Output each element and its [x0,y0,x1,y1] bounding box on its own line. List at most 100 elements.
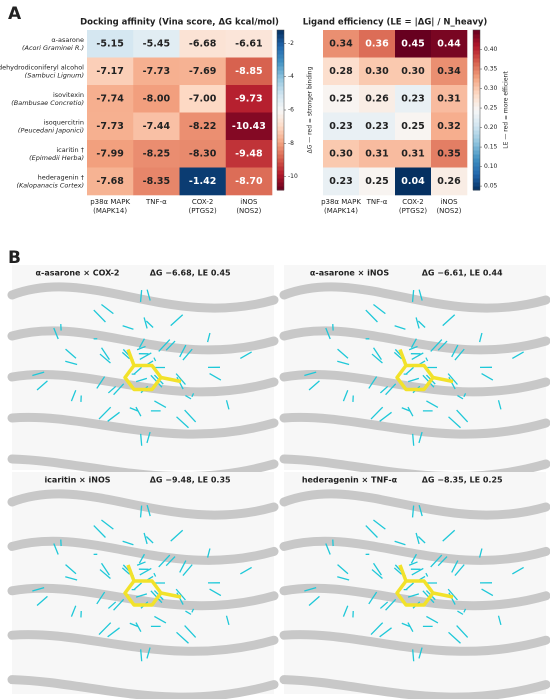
colorbar-tick-label: 0.15 [484,144,498,151]
colorbar-tick-label: 0.25 [484,105,498,112]
colorbar-tick-label: 0.40 [484,46,498,53]
heat-cell [179,167,227,196]
heat-cell [359,167,396,196]
cell-label: 0.25 [401,121,424,132]
colorbar-tick-label: 0.30 [484,85,498,92]
x-tick-label: TNF-α [145,198,167,206]
protein-ribbon [279,536,550,565]
chart-title: Docking affinity (Vina score, ΔG kcal/mo… [80,18,279,28]
cell-label: 0.30 [365,66,389,77]
colorbar-frame [472,29,481,191]
ligand [123,348,182,392]
heat-cell [87,30,134,58]
cell-label: 0.31 [437,93,460,104]
colorbar-segment [473,130,480,135]
cell-label: -1.42 [189,176,216,187]
colorbar-segment [277,30,284,35]
protein-ribbon [7,675,279,699]
colorbar-segment [277,106,284,111]
colorbar-segment [277,46,284,51]
panel-label: A [8,4,22,24]
colorbar-segment [277,158,284,163]
colorbar-segment [277,54,284,59]
protein-ribbon [279,326,550,355]
cell-label: -8.35 [143,176,170,187]
colorbar-segment [473,98,480,103]
cell-label: -7.69 [189,66,216,77]
protein-ribbon [7,369,279,397]
cell-label: 0.36 [365,38,389,49]
heat-cell [133,167,180,196]
cell-label: -8.22 [189,121,216,132]
colorbar-tick-label: -4 [288,73,294,80]
colorbar-segment [277,98,284,103]
colorbar-segment [473,78,480,83]
heat-cell [395,167,432,196]
colorbar-segment [473,82,480,87]
colorbar-segment [277,166,284,171]
cell-label: 0.23 [365,121,388,132]
colorbar-tick-label: 0.20 [484,124,498,131]
cell-label: 0.31 [401,148,424,159]
cell-label: -6.61 [235,38,262,49]
row-source: (Sambuci Lignum) [25,71,84,79]
colorbar-segment [473,106,480,111]
colorbar-tick-label: 0.10 [484,163,498,170]
chart-title: Ligand efficiency (LE = |ΔG| / N_heavy) [303,18,488,28]
structure-panel: α-asarone × COX-2 ΔG −6.68, LE 0.45 [7,265,279,482]
row-source: (Peucedani Japonici) [18,126,84,134]
colorbar-tick-label: 0.05 [484,183,498,190]
cell-label: -7.44 [143,121,171,132]
colorbar-label: ΔG — red = stronger binding [307,66,314,153]
colorbar-segment [277,34,284,39]
structure-panel: hederagenin × TNF-α ΔG −8.35, LE 0.25 [279,472,550,699]
heat-cell [133,112,180,141]
colorbar-segment [473,162,480,167]
colorbar-segment [473,126,480,131]
protein-ribbon [7,489,279,520]
colorbar-segment [277,174,284,179]
colorbar-segment [277,78,284,83]
row-source: (Kalopanacis Cortex) [17,181,85,189]
colorbar-segment [277,118,284,123]
cell-label: -7.73 [96,121,123,132]
heat-cell [179,112,227,141]
colorbar-segment [277,86,284,91]
cell-label: 0.30 [329,148,353,159]
colorbar-segment [473,86,480,91]
colorbar-segment [473,174,480,179]
heat-cell [395,140,432,168]
cell-label: 0.26 [437,176,461,187]
colorbar-segment [277,178,284,183]
colorbar-tick-label: -8 [288,140,294,147]
cell-label: 0.45 [401,38,424,49]
heat-cell [431,57,468,86]
protein-ribbon [279,412,550,439]
heat-cell [179,30,227,58]
colorbar-segment [473,138,480,143]
heat-cell [359,57,396,86]
heat-cell [431,85,468,113]
structure-title: α-asarone × COX-2 [36,269,120,278]
colorbar-segment [473,34,480,39]
heat-cell [133,140,180,168]
ligand [395,348,454,392]
structure-energy: ΔG −9.48, LE 0.35 [150,476,231,485]
colorbar-segment [277,102,284,107]
colorbar-segment [277,182,284,187]
colorbar-segment [473,70,480,75]
colorbar-segment [473,90,480,95]
colorbar-tick-label: -6 [288,107,294,114]
colorbar-segment [277,122,284,127]
colorbar-segment [473,166,480,171]
protein-ribbon [279,630,550,656]
colorbar-segment [473,62,480,67]
colorbar-segment [277,138,284,143]
heat-cell [87,167,134,196]
colorbar-segment [277,90,284,95]
cell-label: 0.44 [437,38,461,49]
colorbar-segment [277,142,284,147]
colorbar-segment [473,186,480,191]
heat-cell [179,140,227,168]
heat-cell [179,57,227,86]
